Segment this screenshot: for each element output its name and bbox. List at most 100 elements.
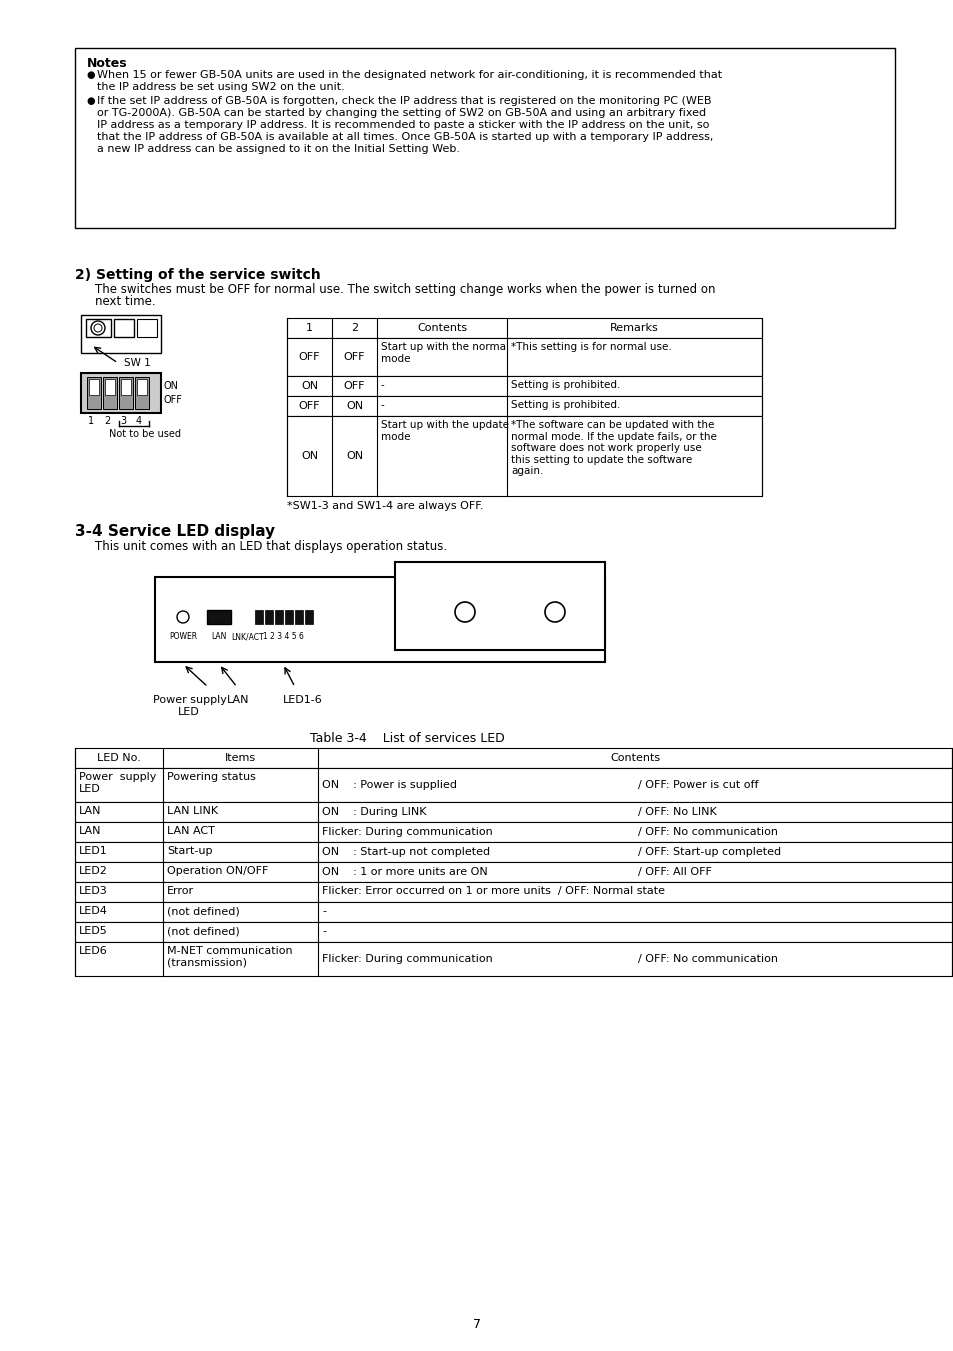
Text: LED4: LED4 [79, 907, 108, 916]
Bar [287, 376, 761, 396]
Bar [274, 611, 283, 624]
Bar [86, 319, 111, 336]
Text: Error: Error [167, 886, 193, 896]
Bar [75, 842, 951, 862]
Bar [75, 862, 951, 882]
Bar [395, 562, 604, 650]
Circle shape [177, 611, 189, 623]
Text: / OFF: Start-up completed: / OFF: Start-up completed [638, 847, 781, 857]
Text: 2: 2 [351, 323, 357, 332]
Text: / OFF: All OFF: / OFF: All OFF [638, 867, 711, 877]
Bar [75, 767, 951, 802]
Text: *SW1-3 and SW1-4 are always OFF.: *SW1-3 and SW1-4 are always OFF. [287, 501, 483, 511]
Bar [119, 377, 132, 409]
Text: LAN: LAN [227, 694, 250, 705]
Text: LAN: LAN [79, 807, 101, 816]
Text: ON: ON [164, 381, 179, 390]
Text: the IP address be set using SW2 on the unit.: the IP address be set using SW2 on the u… [97, 82, 344, 92]
Bar [121, 380, 131, 394]
Bar [113, 319, 133, 336]
Bar [75, 902, 951, 921]
Bar [154, 577, 604, 662]
Bar [287, 317, 761, 338]
Text: or TG-2000A). GB-50A can be started by changing the setting of SW2 on GB-50A and: or TG-2000A). GB-50A can be started by c… [97, 108, 705, 118]
Text: LNK/ACT: LNK/ACT [231, 632, 263, 640]
Text: LAN: LAN [79, 825, 101, 836]
Text: 1: 1 [88, 416, 94, 426]
Text: Notes: Notes [87, 57, 128, 70]
Text: LAN: LAN [212, 632, 227, 640]
Text: (not defined): (not defined) [167, 925, 239, 936]
Text: LAN ACT: LAN ACT [167, 825, 214, 836]
Bar [254, 611, 263, 624]
Text: ON    : During LINK: ON : During LINK [322, 807, 426, 817]
Text: ON: ON [346, 451, 363, 461]
Text: / OFF: No communication: / OFF: No communication [638, 827, 778, 838]
Bar [137, 380, 147, 394]
Bar [285, 611, 293, 624]
Circle shape [455, 603, 475, 621]
Text: LED1-6: LED1-6 [283, 694, 322, 705]
Text: Power supply: Power supply [152, 694, 227, 705]
Text: *This setting is for normal use.: *This setting is for normal use. [511, 342, 671, 353]
Text: 7: 7 [473, 1319, 480, 1331]
Bar [75, 748, 951, 767]
Text: LED6: LED6 [79, 946, 108, 957]
Bar [265, 611, 273, 624]
Text: When 15 or fewer GB-50A units are used in the designated network for air-conditi: When 15 or fewer GB-50A units are used i… [97, 70, 721, 80]
Bar [87, 377, 101, 409]
Text: M-NET communication
(transmission): M-NET communication (transmission) [167, 946, 293, 967]
Text: LED No.: LED No. [97, 753, 141, 763]
Text: OFF: OFF [164, 394, 183, 405]
Text: LAN LINK: LAN LINK [167, 807, 218, 816]
Text: OFF: OFF [298, 401, 320, 411]
Text: This unit comes with an LED that displays operation status.: This unit comes with an LED that display… [95, 540, 447, 553]
Text: ●: ● [86, 70, 94, 80]
Text: If the set IP address of GB-50A is forgotten, check the IP address that is regis: If the set IP address of GB-50A is forgo… [97, 96, 711, 105]
Text: SW 1: SW 1 [124, 358, 151, 367]
Text: 2) Setting of the service switch: 2) Setting of the service switch [75, 267, 320, 282]
Text: / OFF: No LINK: / OFF: No LINK [638, 807, 716, 817]
Bar [207, 611, 231, 624]
Bar [305, 611, 313, 624]
Text: Contents: Contents [416, 323, 467, 332]
Text: 3: 3 [120, 416, 126, 426]
Bar [81, 315, 161, 353]
Bar [75, 882, 951, 902]
Text: / OFF: No communication: / OFF: No communication [638, 954, 778, 965]
Text: LED1: LED1 [79, 846, 108, 857]
Text: Remarks: Remarks [610, 323, 659, 332]
Text: Flicker: During communication: Flicker: During communication [322, 954, 493, 965]
Text: Contents: Contents [609, 753, 659, 763]
Text: 1 2 3 4 5 6: 1 2 3 4 5 6 [262, 632, 303, 640]
Text: Setting is prohibited.: Setting is prohibited. [511, 400, 619, 409]
Bar [75, 821, 951, 842]
Text: Start-up: Start-up [167, 846, 213, 857]
Text: 1: 1 [306, 323, 313, 332]
Text: OFF: OFF [343, 381, 365, 390]
Bar [75, 802, 951, 821]
Bar [294, 611, 303, 624]
Circle shape [544, 603, 564, 621]
Text: Flicker: Error occurred on 1 or more units  / OFF: Normal state: Flicker: Error occurred on 1 or more uni… [322, 886, 664, 896]
Text: LED2: LED2 [79, 866, 108, 875]
Text: LED3: LED3 [79, 886, 108, 896]
Text: ●: ● [86, 96, 94, 105]
Text: ON    : Start-up not completed: ON : Start-up not completed [322, 847, 490, 857]
Text: ON: ON [346, 401, 363, 411]
Text: 2: 2 [104, 416, 111, 426]
Text: Setting is prohibited.: Setting is prohibited. [511, 380, 619, 390]
Bar [105, 380, 115, 394]
Text: ON    : Power is supplied: ON : Power is supplied [322, 780, 456, 790]
Text: -: - [322, 925, 326, 936]
Text: Powering status: Powering status [167, 771, 255, 782]
Text: Start up with the update
mode: Start up with the update mode [380, 420, 509, 442]
Text: Operation ON/OFF: Operation ON/OFF [167, 866, 268, 875]
Text: OFF: OFF [298, 353, 320, 362]
Text: ON    : 1 or more units are ON: ON : 1 or more units are ON [322, 867, 487, 877]
Text: a new IP address can be assigned to it on the Initial Setting Web.: a new IP address can be assigned to it o… [97, 145, 459, 154]
Bar [75, 942, 951, 975]
Bar [75, 49, 894, 228]
Text: LED5: LED5 [79, 925, 108, 936]
Circle shape [91, 322, 105, 335]
